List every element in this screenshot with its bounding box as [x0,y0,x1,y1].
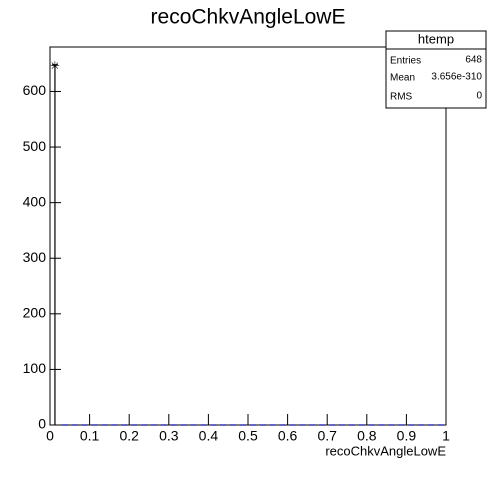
y-tick-label: 500 [23,138,47,154]
x-tick-label: 0.9 [397,428,417,444]
stats-value: 3.656e-310 [431,72,482,83]
x-tick-label: 0 [46,428,54,444]
stats-title: htemp [418,31,454,46]
y-tick-label: 200 [23,305,47,321]
x-tick-label: 0.3 [159,428,179,444]
chart-title: recoChkvAngleLowE [151,6,346,29]
stats-box: htemp Entries 648 Mean 3.656e-310 RMS 0 [385,30,487,109]
x-axis-label: recoChkvAngleLowE [325,443,446,458]
x-tick-label: 0.7 [317,428,337,444]
bin-star: ✳ [50,59,60,73]
y-tick-label: 600 [23,82,47,98]
x-tick-label: 0.2 [119,428,139,444]
x-tick-label: 1 [442,428,450,444]
stats-label: Entries [390,56,421,67]
y-tick-label: 400 [23,193,47,209]
stats-frame [385,30,487,109]
stats-label: Mean [390,73,415,84]
x-tick-label: 0.4 [199,428,219,444]
y-tick-label: 300 [23,249,47,265]
y-tick-label: 100 [23,360,47,376]
x-tick-label: 0.5 [238,428,258,444]
stats-value: 0 [476,91,482,102]
stats-value: 648 [465,55,482,66]
x-tick-label: 0.6 [278,428,298,444]
y-tick-label: 0 [38,416,46,432]
stats-label: RMS [390,92,413,103]
x-tick-label: 0.1 [80,428,100,444]
x-tick-label: 0.8 [357,428,377,444]
